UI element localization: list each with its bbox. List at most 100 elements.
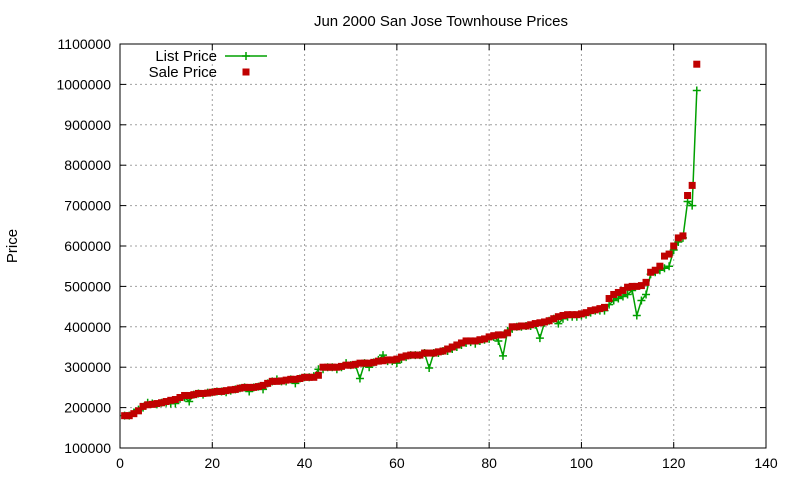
sale-price-point [291,375,299,383]
list-price-point [632,311,641,320]
grid-lines [120,44,766,448]
sale-price-point [158,399,166,407]
sale-price-point [684,192,692,199]
axes: 0 20 40 60 80 100 120 140 100000 200000 300000 4000… [56,36,777,471]
sale-price-point [384,356,392,364]
sale-price-point [651,266,659,274]
sale-price-point [582,309,590,317]
sale-price-point [531,320,539,328]
sale-price-point [310,373,318,381]
list-price-point [623,290,632,299]
list-price-point [637,296,646,305]
y-tick-label: 600000 [64,238,111,254]
sale-price-point [416,351,424,359]
sale-price-point [148,400,156,408]
y-tick-label: 300000 [64,359,111,375]
sale-price-point [194,389,202,397]
sale-price-point [254,383,262,391]
sale-price-point [591,306,599,314]
sale-price-point [199,389,207,397]
x-tick-label: 120 [662,455,686,471]
sale-price-point [508,323,516,331]
list-price-point [355,374,364,383]
x-tick-label: 140 [754,455,778,471]
y-tick-label: 1000000 [56,76,111,92]
legend-list-price-marker [225,52,267,60]
sale-price-point [171,396,179,404]
x-tick-label: 0 [116,455,124,471]
sale-price-point [337,362,345,370]
sale-price-point [656,262,664,270]
sale-price-point [162,398,170,406]
sale-price-point [476,336,484,344]
sale-price-point [328,363,336,371]
sale-price-point [121,412,129,420]
x-tick-label: 40 [297,455,313,471]
sale-price-point [536,319,544,327]
x-tick-label: 100 [570,455,594,471]
sale-price-point [647,268,655,276]
sale-price-point [213,387,221,395]
sale-price-point [365,359,373,367]
list-price-point [688,201,697,210]
sale-price-point [660,252,668,260]
sale-price-point [264,379,272,387]
sale-price-point [167,396,175,404]
sale-price-point [181,391,189,399]
list-price-point [425,364,434,373]
sale-price-point [564,311,572,319]
sale-price-point [513,323,521,331]
sale-price-point [637,282,645,290]
sale-price-point [504,329,512,337]
sale-price-point [573,311,581,319]
sale-price-point [471,337,479,345]
sale-price-point [481,335,489,343]
sale-price-point [227,386,235,394]
sale-price-point [273,377,281,385]
sale-price-point [545,317,553,325]
sale-price-point [134,407,142,415]
sale-price-point [218,387,226,395]
sale-price-point [153,400,161,408]
sale-price-point [670,242,678,250]
sale-price-point [333,363,341,371]
sale-price-point [559,311,567,319]
sale-price-point [268,377,276,385]
sale-price-point [370,358,378,366]
sale-price-point [434,348,442,356]
y-tick-label: 700000 [64,198,111,214]
sale-price-point [485,333,493,341]
sale-price-point [347,361,355,369]
sale-price-point [374,357,382,365]
sale-price-point [245,383,253,391]
legend-sale-price-marker [242,68,250,76]
sale-price-point [688,181,696,189]
y-tick-label: 500000 [64,278,111,294]
sale-price-point [301,373,309,381]
sale-price-point [324,363,332,371]
sale-price-point [541,318,549,326]
sale-price-point [231,385,239,393]
sale-price-point [448,343,456,351]
sale-price-point [577,310,585,318]
plot-area [120,60,701,420]
sale-price-point [679,232,687,240]
sale-price-point [568,311,576,319]
sale-price-point [421,349,429,357]
x-tick-label: 80 [481,455,497,471]
sale-price-point [550,315,558,323]
sale-price-point [490,332,498,340]
chart-title: Jun 2000 San Jose Townhouse Prices [314,13,568,30]
sale-price-point [278,377,285,385]
list-price-point [535,334,544,343]
sale-price-point [144,401,152,409]
list-price-point [692,86,701,95]
sale-price-point [614,288,622,296]
sale-price-point [125,412,133,420]
sale-price-point [665,250,673,258]
sale-price-point [425,349,433,357]
sale-price-point [674,234,682,242]
y-tick-label: 900000 [64,117,111,133]
sale-price-point [296,375,304,383]
